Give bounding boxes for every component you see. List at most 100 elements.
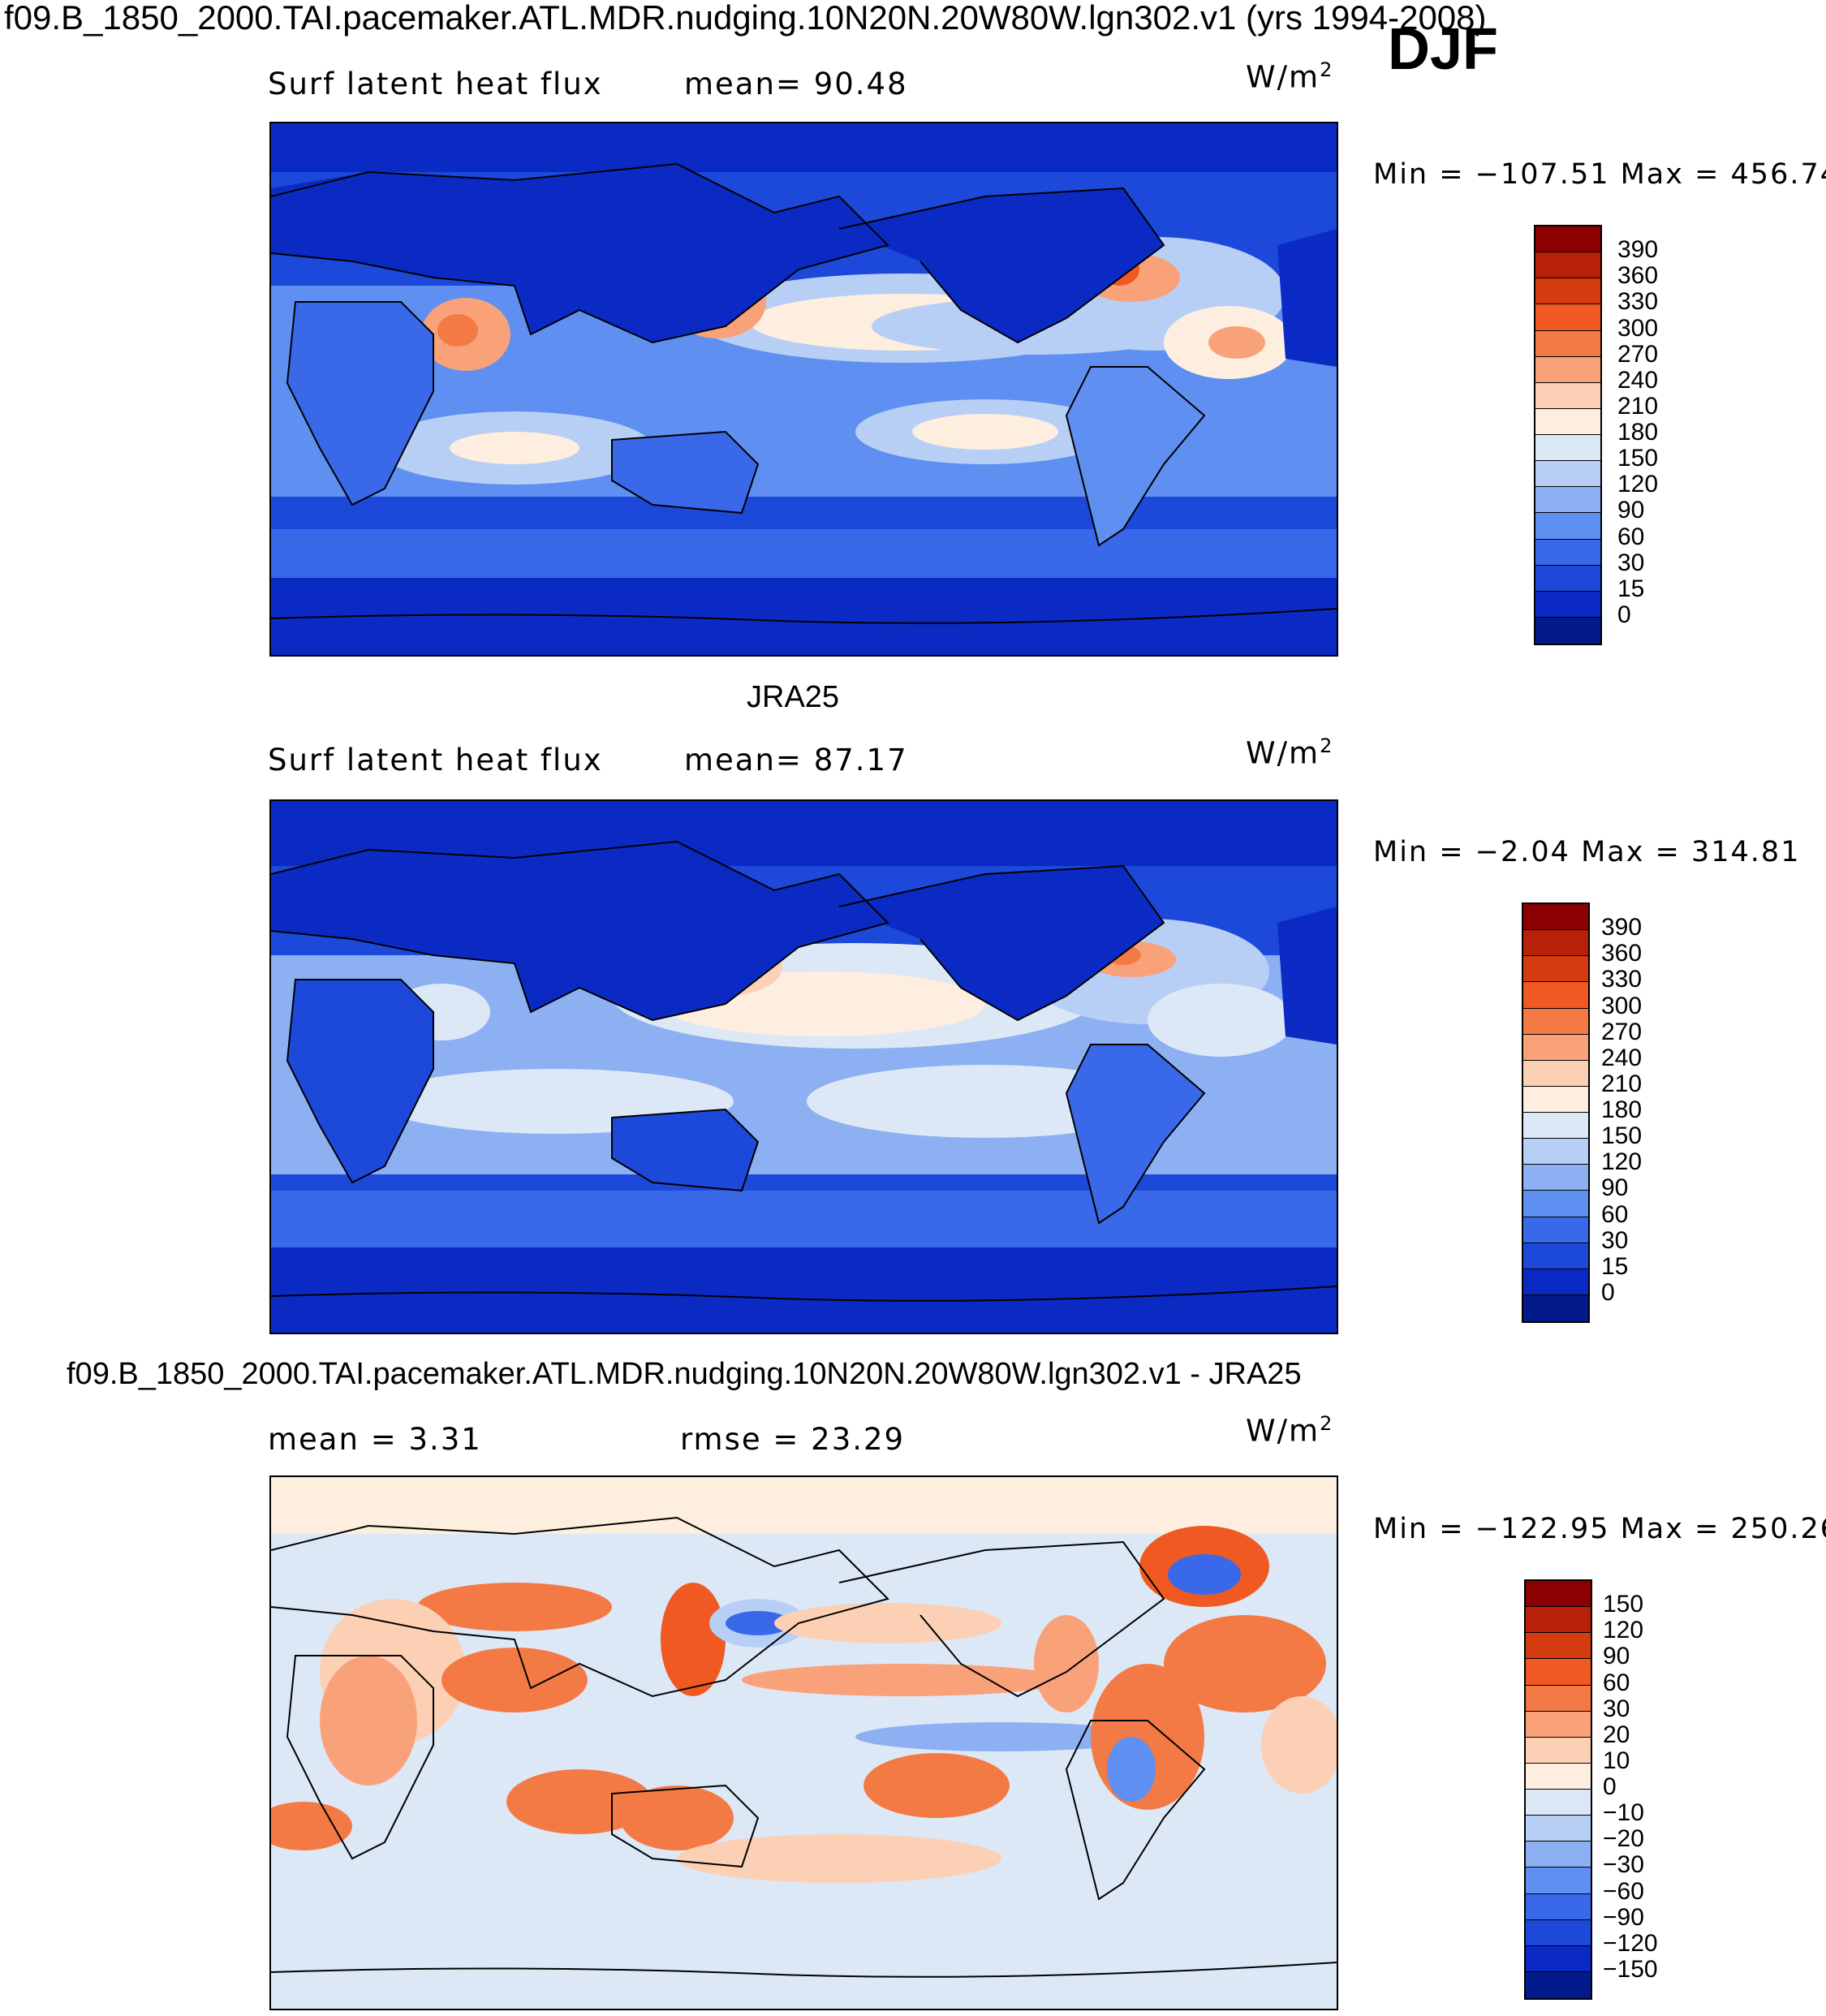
colorbar-tick-label: 240 (1601, 1044, 1643, 1071)
panel1-mean: mean= 90.48 (684, 67, 908, 101)
colorbar-box (1526, 1659, 1591, 1686)
colorbar-tick-label: 180 (1617, 419, 1659, 446)
colorbar-tick-label: 120 (1603, 1617, 1644, 1644)
panel3-units: W/m2 (1246, 1412, 1334, 1449)
colorbar-tick-label: −10 (1603, 1799, 1644, 1827)
colorbar-tick-label: 360 (1601, 940, 1643, 967)
panel3-map-svg (271, 1477, 1337, 2009)
colorbar-tick-label: 0 (1601, 1278, 1615, 1306)
colorbar-box (1523, 1139, 1588, 1165)
panel2-colorbar (1522, 902, 1590, 1323)
panel2-subtitle: JRA25 (747, 680, 840, 714)
colorbar-tick-label: 330 (1601, 966, 1643, 993)
colorbar-tick-label: 0 (1603, 1773, 1617, 1800)
colorbar-tick-label: 30 (1603, 1695, 1630, 1722)
colorbar-box (1523, 1217, 1588, 1243)
colorbar-tick-label: −90 (1603, 1903, 1644, 1931)
colorbar-tick-label: 150 (1601, 1122, 1643, 1150)
colorbar-box (1523, 1191, 1588, 1217)
colorbar-box (1535, 408, 1600, 435)
colorbar-tick-label: 330 (1617, 288, 1659, 316)
panel1-colorbar (1534, 225, 1602, 645)
colorbar-tick-label: 15 (1617, 575, 1645, 602)
panel1-map-svg (271, 123, 1337, 655)
colorbar-tick-label: 10 (1603, 1747, 1630, 1774)
colorbar-tick-label: 15 (1601, 1252, 1629, 1280)
colorbar-box (1523, 1034, 1588, 1061)
panel2-map-svg (271, 801, 1337, 1333)
panel3-colorbar (1524, 1579, 1592, 2000)
colorbar-box (1535, 565, 1600, 592)
colorbar-tick-label: 30 (1601, 1226, 1629, 1254)
colorbar-tick-label: 90 (1603, 1643, 1630, 1670)
colorbar-box (1523, 982, 1588, 1009)
colorbar-box (1535, 304, 1600, 331)
colorbar-box (1526, 1971, 1591, 1998)
colorbar-tick-label: 120 (1601, 1148, 1643, 1176)
colorbar-box (1535, 278, 1600, 305)
panel3-mean: mean = 3.31 (268, 1422, 482, 1457)
colorbar-box (1535, 382, 1600, 409)
colorbar-box (1526, 1633, 1591, 1660)
panel2-minmax: Min = −2.04 Max = 314.81 (1373, 836, 1801, 868)
colorbar-box (1535, 487, 1600, 514)
colorbar-box (1526, 1737, 1591, 1764)
colorbar-box (1523, 1086, 1588, 1113)
colorbar-tick-label: 60 (1603, 1669, 1630, 1696)
colorbar-tick-label: −60 (1603, 1877, 1644, 1905)
colorbar-tick-label: 90 (1601, 1174, 1629, 1202)
panel2-mean: mean= 87.17 (684, 743, 908, 778)
colorbar-box (1523, 1165, 1588, 1191)
colorbar-box (1523, 1269, 1588, 1295)
panel1-units: W/m2 (1246, 58, 1334, 95)
colorbar-tick-label: 360 (1617, 262, 1659, 290)
colorbar-tick-label: −150 (1603, 1955, 1658, 1983)
panel3-minmax: Min = −122.95 Max = 250.26 (1373, 1513, 1826, 1545)
colorbar-tick-label: 390 (1617, 236, 1659, 264)
colorbar-tick-label: 270 (1617, 340, 1659, 368)
colorbar-tick-label: 30 (1617, 549, 1645, 576)
colorbar-box (1523, 956, 1588, 983)
colorbar-box (1526, 1867, 1591, 1894)
panel2-units: W/m2 (1246, 734, 1334, 771)
colorbar-box (1535, 591, 1600, 618)
colorbar-box (1523, 1243, 1588, 1269)
colorbar-tick-label: 240 (1617, 366, 1659, 394)
panel3-map (269, 1475, 1338, 2010)
colorbar-box (1535, 330, 1600, 357)
colorbar-box (1526, 1842, 1591, 1868)
colorbar-tick-label: 270 (1601, 1018, 1643, 1045)
colorbar-tick-label: −20 (1603, 1825, 1644, 1853)
panel3-subtitle: f09.B_1850_2000.TAI.pacemaker.ATL.MDR.nu… (67, 1357, 1302, 1391)
colorbar-tick-label: 390 (1601, 914, 1643, 941)
colorbar-box (1526, 1945, 1591, 1972)
colorbar-tick-label: 210 (1601, 1070, 1643, 1097)
colorbar-box (1535, 356, 1600, 383)
colorbar-box (1526, 1763, 1591, 1790)
colorbar-tick-label: 300 (1617, 314, 1659, 342)
colorbar-box (1523, 904, 1588, 931)
colorbar-box (1523, 1294, 1588, 1321)
colorbar-box (1526, 1711, 1591, 1738)
colorbar-tick-label: 120 (1617, 471, 1659, 498)
colorbar-box (1526, 1607, 1591, 1634)
colorbar-box (1523, 1113, 1588, 1139)
colorbar-tick-label: 60 (1601, 1200, 1629, 1228)
colorbar-box (1526, 1581, 1591, 1608)
colorbar-tick-label: −30 (1603, 1851, 1644, 1879)
colorbar-tick-label: −120 (1603, 1929, 1658, 1957)
colorbar-tick-label: 180 (1601, 1096, 1643, 1123)
colorbar-tick-label: 210 (1617, 392, 1659, 420)
colorbar-box (1526, 1685, 1591, 1712)
colorbar-tick-label: 0 (1617, 601, 1631, 628)
season-label: DJF (1388, 17, 1499, 82)
colorbar-box (1535, 435, 1600, 462)
colorbar-box (1523, 930, 1588, 957)
colorbar-box (1526, 1790, 1591, 1816)
colorbar-box (1535, 513, 1600, 540)
colorbar-tick-label: 300 (1601, 992, 1643, 1019)
colorbar-box (1535, 539, 1600, 566)
colorbar-box (1526, 1919, 1591, 1946)
panel3-rmse: rmse = 23.29 (680, 1422, 906, 1457)
panel1-map (269, 122, 1338, 657)
